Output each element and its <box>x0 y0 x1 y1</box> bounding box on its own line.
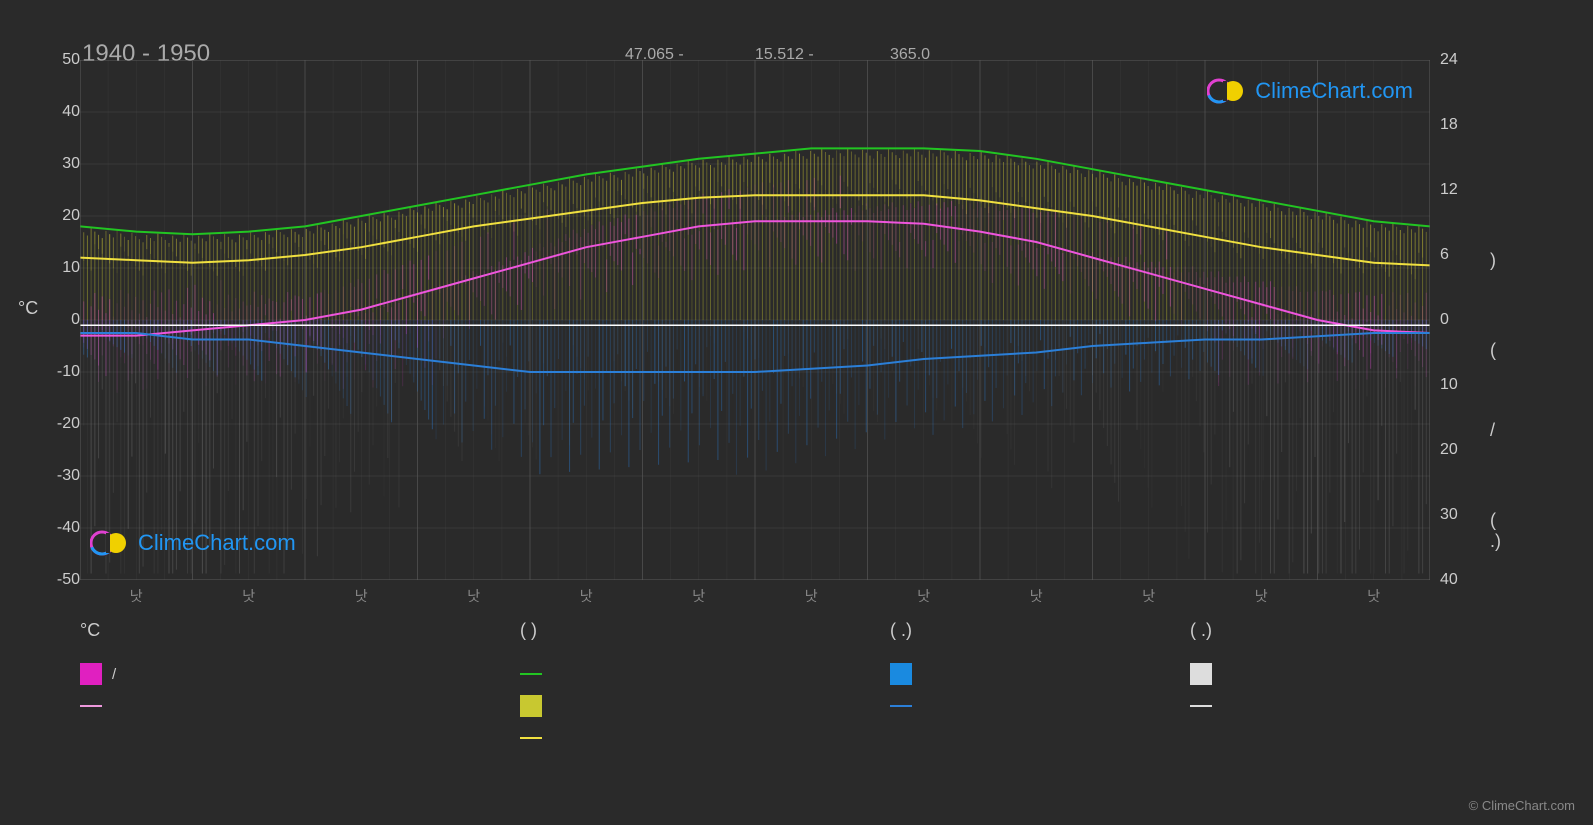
legend: °C / ( ) ( .) ( .) <box>80 620 1430 770</box>
x-tick: 낫 <box>917 586 930 606</box>
legend-label: / <box>112 666 116 683</box>
y-left-tick: -40 <box>40 519 80 537</box>
chart-svg <box>80 60 1430 580</box>
y-left-tick: -20 <box>40 415 80 433</box>
y-right-label-slash: / <box>1490 420 1495 441</box>
legend-col-temp: °C / <box>80 620 460 722</box>
x-tick: 낫 <box>1255 586 1268 606</box>
legend-header-rain: ( .) <box>890 620 1230 644</box>
brand-logo-icon <box>1207 76 1247 106</box>
legend-header-sun: ( ) <box>520 620 860 644</box>
y-left-tick: 40 <box>40 103 80 121</box>
y-left-tick: 10 <box>40 259 80 277</box>
legend-col-rain: ( .) <box>890 620 1230 722</box>
y-right-tick: 10 <box>1440 376 1458 394</box>
legend-line-swatch <box>80 705 102 707</box>
legend-swatch <box>890 663 912 685</box>
legend-line-swatch <box>520 737 542 739</box>
y-right-tick: 40 <box>1440 571 1458 589</box>
y-right-tick: 0 <box>1440 311 1449 329</box>
legend-col-sun: ( ) <box>520 620 860 754</box>
x-tick: 낫 <box>805 586 818 606</box>
y-right-tick: 30 <box>1440 506 1458 524</box>
legend-item <box>1190 690 1430 722</box>
x-tick: 낫 <box>242 586 255 606</box>
x-tick: 낫 <box>130 586 143 606</box>
y-right-label-bot: ( .) <box>1490 510 1501 552</box>
x-tick: 낫 <box>355 586 368 606</box>
y-right-tick: 24 <box>1440 51 1458 69</box>
climate-chart-container: 1940 - 1950 47.065 - 15.512 - 365.0 °C 5… <box>0 0 1593 825</box>
brand-logo-bottom: ClimeChart.com <box>90 528 296 558</box>
legend-item: / <box>80 658 460 690</box>
y-left-axis-label: °C <box>18 298 38 319</box>
legend-item <box>520 722 860 754</box>
legend-item <box>520 690 860 722</box>
legend-col-snow: ( .) <box>1190 620 1430 722</box>
y-left-tick: -30 <box>40 467 80 485</box>
y-left-tick: 20 <box>40 207 80 225</box>
x-tick: 낫 <box>467 586 480 606</box>
legend-swatch <box>80 663 102 685</box>
y-right-tick: 6 <box>1440 246 1449 264</box>
legend-swatch <box>1190 663 1212 685</box>
y-right-tick: 12 <box>1440 181 1458 199</box>
legend-item <box>890 658 1230 690</box>
x-tick: 낫 <box>580 586 593 606</box>
legend-item <box>80 690 460 722</box>
legend-swatch <box>520 695 542 717</box>
legend-header-temp: °C <box>80 620 460 644</box>
x-axis-ticks: 낫낫낫낫낫낫낫낫낫낫낫낫 <box>80 586 1430 606</box>
legend-item <box>1190 658 1430 690</box>
y-right-label-paren: ) <box>1490 250 1496 271</box>
y-left-tick: 30 <box>40 155 80 173</box>
y-left-tick: -10 <box>40 363 80 381</box>
x-tick: 낫 <box>1142 586 1155 606</box>
y-right-tick: 20 <box>1440 441 1458 459</box>
y-right-ticks: 2418126010203040 <box>1440 60 1480 580</box>
chart-plot-area <box>80 60 1430 580</box>
x-tick: 낫 <box>692 586 705 606</box>
brand-logo-icon <box>90 528 130 558</box>
brand-logo-top: ClimeChart.com <box>1207 76 1413 106</box>
y-left-tick: -50 <box>40 571 80 589</box>
legend-line-swatch <box>520 673 542 675</box>
brand-text: ClimeChart.com <box>138 530 296 556</box>
legend-line-swatch <box>890 705 912 707</box>
y-right-label-paren2: ( <box>1490 340 1496 361</box>
y-left-ticks: 50403020100-10-20-30-40-50 <box>40 60 80 580</box>
y-left-tick: 0 <box>40 311 80 329</box>
legend-header-snow: ( .) <box>1190 620 1430 644</box>
x-tick: 낫 <box>1367 586 1380 606</box>
y-left-tick: 50 <box>40 51 80 69</box>
brand-text: ClimeChart.com <box>1255 78 1413 104</box>
x-tick: 낫 <box>1030 586 1043 606</box>
copyright-text: © ClimeChart.com <box>1469 798 1575 813</box>
legend-line-swatch <box>1190 705 1212 707</box>
legend-item <box>520 658 860 690</box>
legend-item <box>890 690 1230 722</box>
y-right-tick: 18 <box>1440 116 1458 134</box>
